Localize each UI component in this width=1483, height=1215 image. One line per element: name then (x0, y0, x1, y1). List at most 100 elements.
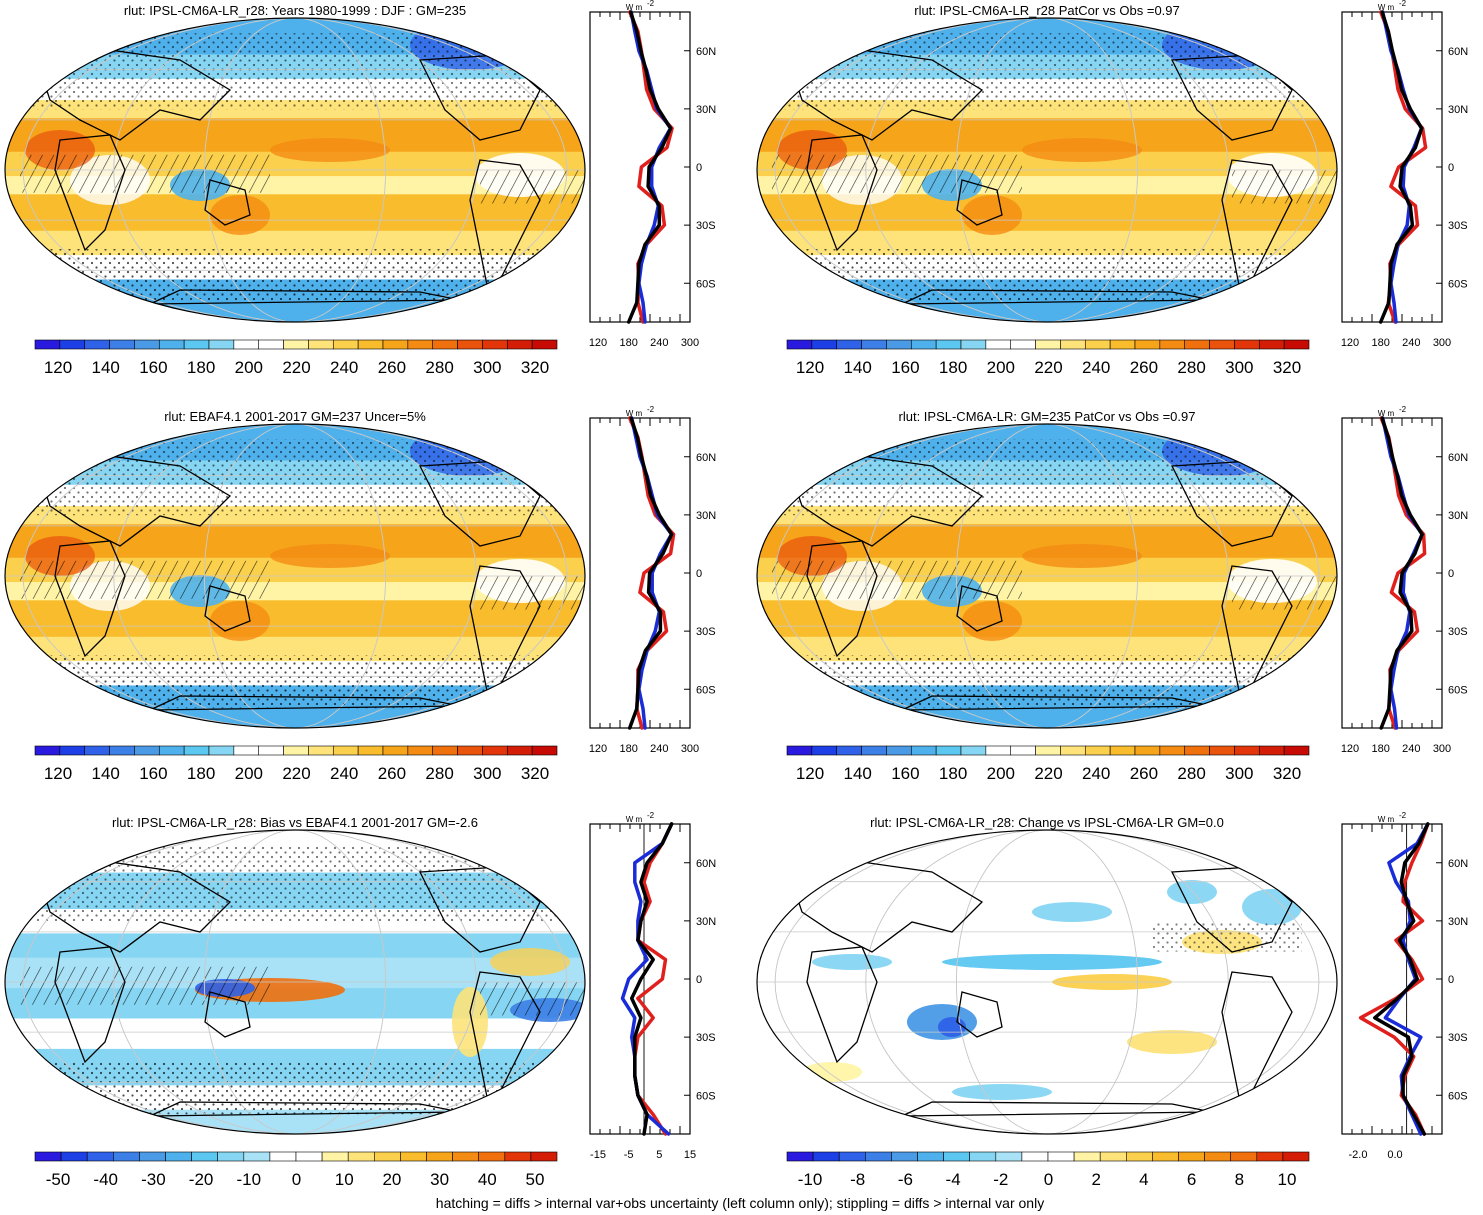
colorbar-box (113, 1151, 140, 1162)
colorbar-box (1134, 339, 1161, 350)
colorbar-box (1084, 339, 1111, 350)
profile-lat-label: 30N (1448, 104, 1468, 116)
colorbar-box (1184, 745, 1210, 756)
colorbar-box (258, 745, 284, 756)
colorbar-box (861, 745, 887, 756)
colorbar-tick-label: 280 (1177, 764, 1205, 783)
colorbar-tick-label: -10 (237, 1170, 262, 1189)
profile-lat-label: 30N (1448, 916, 1468, 928)
profile-lat-label: 60S (696, 1090, 716, 1102)
colorbar-box (208, 339, 235, 350)
profile-lat-label: 0 (1448, 568, 1454, 580)
colorbar-tick-label: 200 (235, 764, 263, 783)
colorbar-tick-label: 4 (1139, 1170, 1148, 1189)
colorbar-tick-label: 10 (335, 1170, 354, 1189)
colorbar-6: -10 -8 -6 -4 -2 0 2 4 6 8 10 (786, 1151, 1310, 1189)
colorbar-tick-label: 20 (382, 1170, 401, 1189)
profile-x-tick-label: 120 (1341, 337, 1359, 349)
colorbar-box (482, 339, 508, 350)
colorbar-box (935, 339, 962, 350)
colorbar-box (1283, 745, 1310, 756)
profile-lat-label: 30S (696, 1032, 716, 1044)
colorbar-box (482, 745, 508, 756)
panel-title: rlut: IPSL-CM6A-LR_r28: Change vs IPSL-C… (870, 815, 1224, 830)
colorbar-box (84, 745, 110, 756)
colorbar-box (1258, 339, 1285, 350)
colorbar-tick-label: 180 (187, 358, 215, 377)
colorbar-tick-label: 200 (987, 358, 1015, 377)
colorbar-tick-label: -2 (993, 1170, 1008, 1189)
colorbar-box (407, 339, 434, 350)
profile-series-line (1379, 416, 1424, 730)
colorbar-box (786, 745, 813, 756)
zonal-profile-3: 60N 30N 0 30S 60S W m -2 120 180 240 300 (589, 405, 716, 755)
colorbar-box (886, 339, 912, 350)
colorbar-box (786, 1151, 814, 1162)
colorbar-tick-label: 280 (1177, 358, 1205, 377)
colorbar-box (1021, 1151, 1049, 1162)
colorbar-box (84, 339, 110, 350)
profile-lat-label: 30N (696, 510, 716, 522)
colorbar-box (1282, 1151, 1310, 1162)
profile-unit: W m (626, 3, 643, 12)
colorbar-box (139, 1151, 166, 1162)
colorbar-box (158, 745, 185, 756)
profile-unit-exponent: -2 (647, 405, 655, 414)
colorbar-tick-label: 0 (292, 1170, 301, 1189)
colorbar-box (59, 745, 86, 756)
colorbar-tick-label: -8 (850, 1170, 865, 1189)
profile-lat-label: 30S (1448, 1032, 1468, 1044)
colorbar-box (506, 339, 533, 350)
profile-x-tick-label: 180 (1371, 337, 1389, 349)
profile-x-tick-label: -15 (590, 1149, 606, 1161)
colorbar-box (1209, 745, 1235, 756)
colorbar-box (531, 339, 558, 350)
profile-lat-label: 30S (696, 220, 716, 232)
colorbar-box (158, 339, 185, 350)
colorbar-box (1204, 1151, 1231, 1162)
profile-x-tick-label: 180 (619, 743, 637, 755)
profile-unit: W m (626, 409, 643, 418)
map-outline-6 (756, 829, 1338, 1135)
colorbar-tick-label: 8 (1235, 1170, 1244, 1189)
profile-lat-label: 60N (1448, 46, 1468, 58)
colorbar-box (531, 745, 558, 756)
colorbar-box (1109, 339, 1136, 350)
colorbar-tick-label: -30 (141, 1170, 166, 1189)
colorbar-tick-label: -20 (189, 1170, 214, 1189)
colorbar-box (1234, 339, 1260, 350)
profile-lat-label: 30N (696, 916, 716, 928)
colorbar-box (1230, 1151, 1258, 1162)
profile-series-line (1378, 10, 1424, 324)
colorbar-box (60, 1151, 88, 1162)
colorbar-tick-label: 120 (796, 358, 824, 377)
profile-unit: W m (1378, 3, 1395, 12)
colorbar-box (457, 745, 483, 756)
colorbar-box (836, 339, 862, 350)
colorbar-tick-label: 300 (1225, 764, 1253, 783)
panel-title: rlut: IPSL-CM6A-LR_r28: Years 1980-1999 … (124, 3, 466, 18)
map-field-3 (5, 424, 585, 728)
profile-x-tick-label: 300 (681, 337, 699, 349)
colorbar-box (985, 339, 1012, 350)
colorbar-tick-label: 220 (1034, 358, 1062, 377)
profile-lat-label: 0 (696, 568, 702, 580)
colorbar-box (811, 745, 838, 756)
colorbar-box (1084, 745, 1111, 756)
colorbar-box (295, 1151, 323, 1162)
colorbar-tick-label: -10 (798, 1170, 823, 1189)
colorbar-box (1258, 745, 1285, 756)
profile-x-tick-label: -2.0 (1349, 1149, 1368, 1161)
profile-series-line (629, 822, 674, 1136)
colorbar-tick-label: 240 (1082, 358, 1110, 377)
profile-lat-label: 60N (1448, 452, 1468, 464)
colorbar-box (407, 745, 434, 756)
profile-lat-label: 60N (696, 452, 716, 464)
colorbar-box (935, 745, 962, 756)
colorbar-box (347, 1151, 375, 1162)
colorbar-box (960, 745, 987, 756)
colorbar-box (969, 1151, 997, 1162)
profile-series-line (626, 10, 673, 324)
colorbar-tick-label: 2 (1091, 1170, 1100, 1189)
